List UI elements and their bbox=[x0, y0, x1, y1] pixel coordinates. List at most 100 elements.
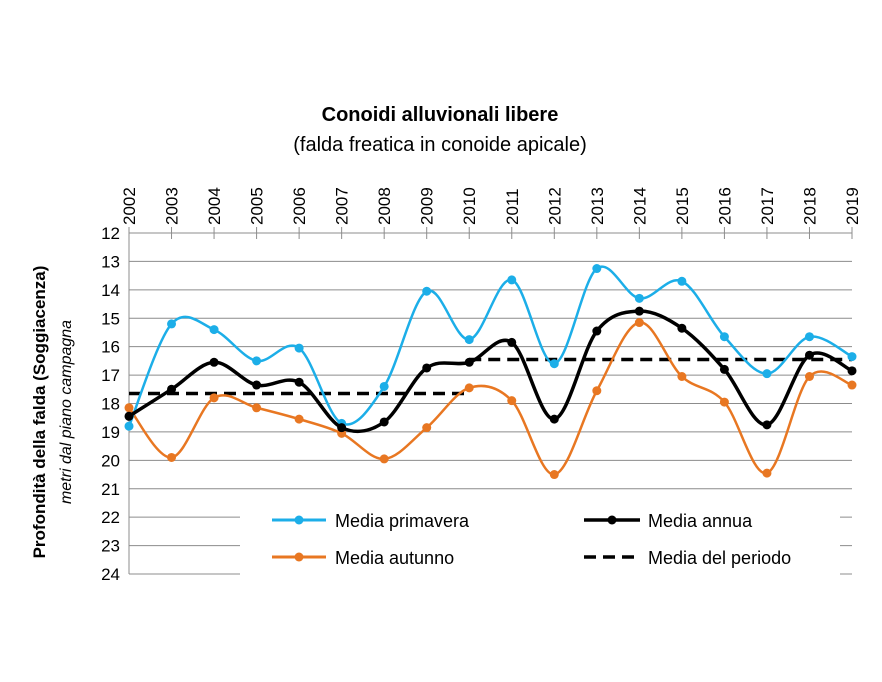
data-point bbox=[634, 293, 644, 303]
legend-label-autunno: Media autunno bbox=[335, 548, 454, 568]
x-tick-label: 2019 bbox=[843, 187, 862, 225]
data-point bbox=[549, 414, 559, 424]
data-point bbox=[762, 420, 772, 430]
data-point bbox=[804, 350, 814, 360]
y-tick-label: 22 bbox=[101, 508, 120, 527]
data-point bbox=[294, 343, 304, 353]
data-point bbox=[422, 286, 432, 296]
legend-label-periodo: Media del periodo bbox=[648, 548, 791, 568]
legend-item-periodo: Media del periodo bbox=[584, 548, 791, 568]
data-point bbox=[847, 380, 857, 390]
chart-subtitle: (falda freatica in conoide apicale) bbox=[293, 134, 587, 156]
series-media-del-periodo bbox=[129, 357, 852, 396]
y-tick-label: 23 bbox=[101, 537, 120, 556]
data-point bbox=[379, 454, 389, 464]
data-point bbox=[677, 323, 687, 333]
y-tick-label: 13 bbox=[101, 252, 120, 271]
y-axis-label: Profondità della falda (Soggiacenza) bbox=[30, 266, 49, 559]
data-point bbox=[252, 380, 262, 390]
data-point bbox=[167, 319, 177, 329]
data-point bbox=[549, 359, 559, 369]
data-point bbox=[124, 403, 134, 413]
data-point bbox=[719, 397, 729, 407]
y-tick-label: 15 bbox=[101, 309, 120, 328]
data-point bbox=[677, 372, 687, 382]
data-point bbox=[379, 381, 389, 391]
data-point bbox=[549, 470, 559, 480]
data-point bbox=[592, 264, 602, 274]
data-point bbox=[124, 421, 134, 431]
y-tick-label: 19 bbox=[101, 423, 120, 442]
x-tick-label: 2006 bbox=[290, 187, 309, 225]
legend-item-annua: Media annua bbox=[584, 511, 753, 531]
data-point bbox=[209, 325, 219, 335]
series-layer bbox=[124, 264, 857, 480]
data-point bbox=[507, 396, 517, 406]
legend: Media primavera Media annua Media autunn… bbox=[240, 500, 840, 584]
data-point bbox=[209, 357, 219, 367]
series-media-annua bbox=[124, 306, 857, 434]
series-media-autunno bbox=[124, 318, 857, 480]
data-point bbox=[422, 423, 432, 433]
series-line bbox=[128, 309, 853, 434]
y-tick-label: 17 bbox=[101, 366, 120, 385]
data-point bbox=[804, 372, 814, 382]
data-point bbox=[847, 366, 857, 376]
data-point bbox=[847, 352, 857, 362]
legend-marker-annua bbox=[607, 515, 617, 525]
x-tick-label: 2018 bbox=[800, 187, 819, 225]
data-point bbox=[464, 335, 474, 345]
legend-background bbox=[240, 500, 840, 584]
data-point bbox=[294, 377, 304, 387]
y-tick-label: 20 bbox=[101, 451, 120, 470]
y-tick-label: 21 bbox=[101, 480, 120, 499]
x-tick-label: 2004 bbox=[205, 187, 224, 225]
data-point bbox=[422, 363, 432, 373]
legend-item-autunno: Media autunno bbox=[272, 548, 454, 568]
x-tick-label: 2008 bbox=[375, 187, 394, 225]
x-tick-label: 2015 bbox=[673, 187, 692, 225]
x-tick-labels: 2002 2003 2004 2005 2006 2007 2008 2009 2010 2011… bbox=[120, 187, 862, 225]
legend-marker-primavera bbox=[294, 515, 304, 525]
legend-item-primavera: Media primavera bbox=[272, 511, 470, 531]
data-point bbox=[379, 417, 389, 427]
x-tick-label: 2009 bbox=[418, 187, 437, 225]
y-tick-label: 18 bbox=[101, 395, 120, 414]
data-point bbox=[464, 357, 474, 367]
data-point bbox=[762, 468, 772, 478]
data-point bbox=[294, 414, 304, 424]
x-tick-label: 2017 bbox=[758, 187, 777, 225]
data-point bbox=[634, 318, 644, 328]
data-point bbox=[719, 364, 729, 374]
legend-label-annua: Media annua bbox=[648, 511, 753, 531]
x-tick-label: 2007 bbox=[333, 187, 352, 225]
y-tick-labels: 12 13 14 15 16 17 18 19 20 21 22 23 24 bbox=[101, 224, 120, 584]
data-point bbox=[719, 332, 729, 342]
data-point bbox=[209, 393, 219, 403]
data-point bbox=[507, 275, 517, 285]
data-point bbox=[252, 356, 262, 366]
data-point bbox=[762, 369, 772, 379]
data-point bbox=[804, 332, 814, 342]
chart-title: Conoidi alluvionali libere bbox=[322, 104, 559, 126]
data-point bbox=[592, 326, 602, 336]
x-tick-label: 2011 bbox=[503, 188, 522, 225]
y-tick-label: 14 bbox=[101, 281, 120, 300]
data-point bbox=[677, 276, 687, 286]
x-tick-label: 2010 bbox=[460, 187, 479, 225]
x-tick-label: 2014 bbox=[630, 187, 649, 225]
y-tick-label: 16 bbox=[101, 338, 120, 357]
x-tick-label: 2005 bbox=[248, 187, 267, 225]
legend-label-primavera: Media primavera bbox=[335, 511, 470, 531]
x-tick-label: 2012 bbox=[545, 187, 564, 225]
x-tick-label: 2016 bbox=[715, 187, 734, 225]
x-tick-label: 2013 bbox=[588, 187, 607, 225]
data-point bbox=[167, 384, 177, 394]
y-tick-label: 24 bbox=[101, 565, 120, 584]
legend-marker-autunno bbox=[294, 552, 304, 562]
data-point bbox=[124, 411, 134, 421]
data-point bbox=[592, 386, 602, 396]
data-point bbox=[167, 452, 177, 462]
y-axis-sublabel: metri dal piano campagna bbox=[58, 320, 75, 504]
